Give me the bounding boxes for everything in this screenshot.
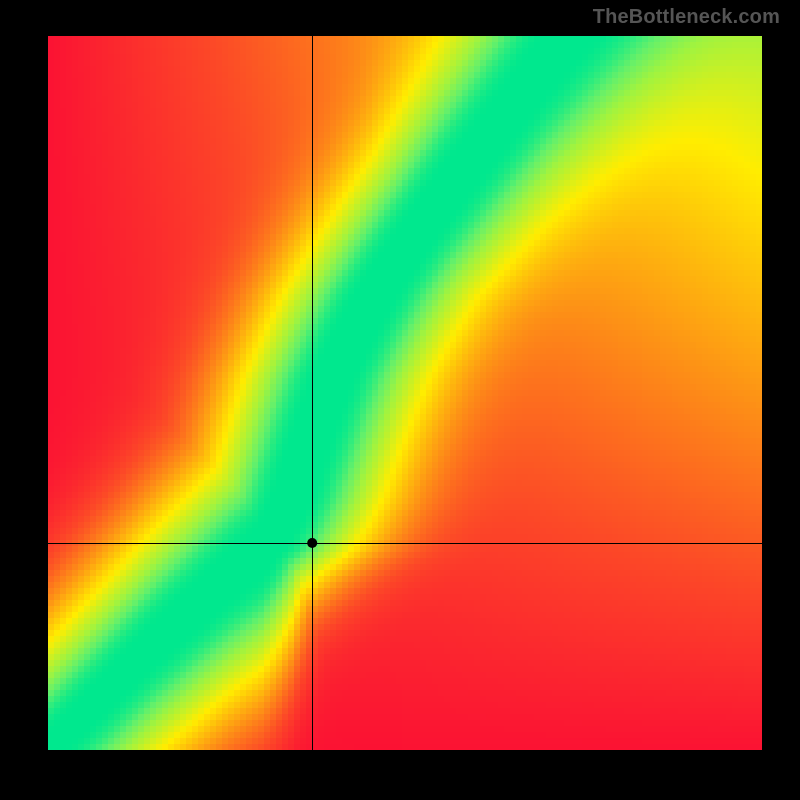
watermark-text: TheBottleneck.com — [593, 6, 780, 29]
heatmap-canvas — [48, 36, 762, 750]
chart-container: TheBottleneck.com — [0, 0, 800, 800]
